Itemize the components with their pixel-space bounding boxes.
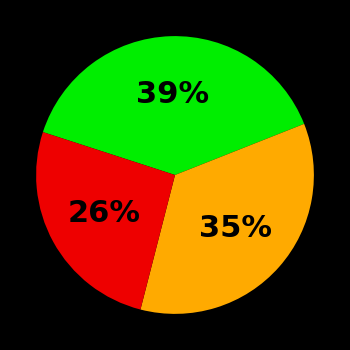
- Wedge shape: [36, 132, 175, 309]
- Wedge shape: [43, 36, 304, 175]
- Text: 35%: 35%: [199, 214, 272, 243]
- Wedge shape: [140, 124, 314, 314]
- Text: 26%: 26%: [68, 199, 141, 228]
- Text: 39%: 39%: [136, 80, 209, 109]
